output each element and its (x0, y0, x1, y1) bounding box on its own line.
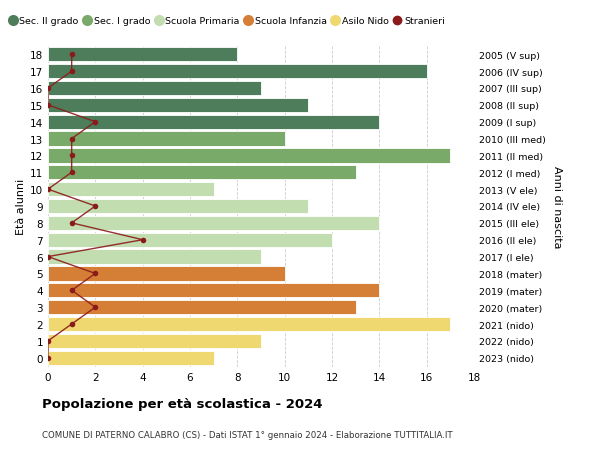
Point (91, 304, 100, 311)
Point (67, 220, 76, 227)
Point (67, 321, 76, 328)
Bar (48, 115, 379, 129)
Text: COMUNE DI PATERNO CALABRO (CS) - Dati ISTAT 1° gennaio 2024 - Elaborazione TUTTI: COMUNE DI PATERNO CALABRO (CS) - Dati IS… (42, 431, 452, 440)
Bar (48, 300, 356, 314)
Text: Popolazione per età scolastica - 2024: Popolazione per età scolastica - 2024 (42, 397, 323, 410)
Bar (48, 82, 261, 96)
Y-axis label: Età alunni: Età alunni (16, 179, 26, 235)
Bar (48, 351, 214, 365)
Bar (48, 233, 332, 247)
Point (67, 152, 76, 160)
Point (43, 354, 53, 362)
Bar (48, 99, 308, 113)
Point (67, 68, 76, 76)
Point (43, 253, 53, 261)
Bar (48, 65, 427, 79)
Y-axis label: Anni di nascita: Anni di nascita (553, 165, 562, 248)
Bar (48, 267, 284, 281)
Bar (48, 166, 356, 180)
Point (91, 119, 100, 126)
Point (67, 135, 76, 143)
Bar (48, 132, 284, 146)
Bar (48, 284, 379, 298)
Bar (48, 317, 451, 331)
Point (91, 270, 100, 278)
Point (43, 102, 53, 109)
Bar (48, 250, 261, 264)
Bar (48, 183, 214, 197)
Bar (48, 149, 451, 163)
Point (138, 236, 148, 244)
Bar (48, 216, 379, 230)
Point (43, 337, 53, 345)
Point (91, 203, 100, 210)
Bar (48, 199, 308, 214)
Legend: Sec. II grado, Sec. I grado, Scuola Primaria, Scuola Infanzia, Asilo Nido, Stran: Sec. II grado, Sec. I grado, Scuola Prim… (5, 14, 449, 30)
Point (67, 287, 76, 294)
Point (67, 51, 76, 59)
Point (43, 186, 53, 193)
Bar (48, 48, 238, 62)
Point (43, 85, 53, 92)
Point (67, 169, 76, 177)
Bar (48, 334, 261, 348)
